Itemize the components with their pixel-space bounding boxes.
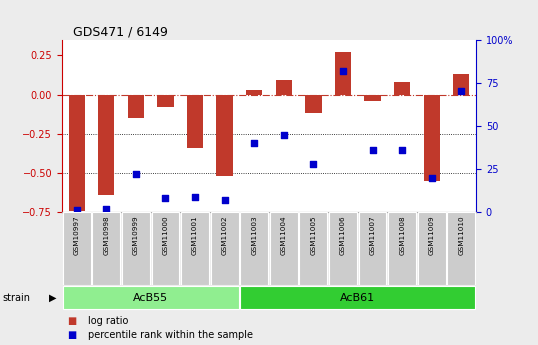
Text: ■: ■: [67, 331, 76, 340]
Bar: [388, 212, 416, 285]
Point: [457, 89, 465, 94]
Bar: [300, 212, 327, 285]
Point: [161, 196, 169, 201]
Point: [102, 206, 110, 211]
Text: GSM10999: GSM10999: [133, 216, 139, 255]
Point: [250, 140, 258, 146]
Text: log ratio: log ratio: [88, 316, 128, 326]
Bar: [240, 212, 268, 285]
Bar: [240, 286, 475, 309]
Bar: [448, 212, 475, 285]
Bar: [305, 95, 322, 114]
Text: GSM11009: GSM11009: [429, 216, 435, 255]
Point: [338, 68, 347, 73]
Bar: [157, 95, 174, 107]
Bar: [68, 95, 85, 210]
Point: [398, 147, 406, 153]
Text: GSM11006: GSM11006: [340, 216, 346, 255]
Bar: [211, 212, 238, 285]
Bar: [93, 212, 120, 285]
Point: [309, 161, 317, 167]
Point: [72, 208, 81, 213]
Text: GSM11010: GSM11010: [458, 216, 464, 255]
Bar: [335, 52, 351, 95]
Bar: [122, 212, 150, 285]
Bar: [181, 212, 209, 285]
Text: GSM11000: GSM11000: [162, 216, 168, 255]
Bar: [270, 212, 298, 285]
Point: [220, 197, 229, 203]
Bar: [63, 286, 238, 309]
Bar: [418, 212, 445, 285]
Text: GSM11007: GSM11007: [370, 216, 376, 255]
Point: [279, 132, 288, 137]
Text: GSM11005: GSM11005: [310, 216, 316, 255]
Text: GSM10997: GSM10997: [74, 216, 80, 255]
Bar: [394, 82, 410, 95]
Text: AcB61: AcB61: [340, 293, 376, 303]
Point: [368, 147, 377, 153]
Bar: [453, 74, 470, 95]
Point: [190, 194, 199, 199]
Bar: [216, 95, 233, 176]
Text: GSM11004: GSM11004: [281, 216, 287, 255]
Text: strain: strain: [3, 293, 31, 303]
Bar: [98, 95, 115, 195]
Text: ▶: ▶: [49, 293, 56, 303]
Text: AcB55: AcB55: [133, 293, 168, 303]
Point: [427, 175, 436, 180]
Text: GSM11008: GSM11008: [399, 216, 405, 255]
Bar: [128, 95, 144, 118]
Text: GSM11001: GSM11001: [192, 216, 198, 255]
Bar: [152, 212, 179, 285]
Bar: [359, 212, 386, 285]
Bar: [423, 95, 440, 181]
Text: percentile rank within the sample: percentile rank within the sample: [88, 331, 253, 340]
Text: GDS471 / 6149: GDS471 / 6149: [73, 26, 167, 39]
Text: ■: ■: [67, 316, 76, 326]
Bar: [63, 212, 90, 285]
Text: GSM11002: GSM11002: [222, 216, 228, 255]
Bar: [187, 95, 203, 148]
Text: GSM10998: GSM10998: [103, 216, 109, 255]
Bar: [329, 212, 357, 285]
Bar: [246, 90, 263, 95]
Bar: [364, 95, 381, 101]
Point: [131, 171, 140, 177]
Bar: [275, 80, 292, 95]
Text: GSM11003: GSM11003: [251, 216, 257, 255]
